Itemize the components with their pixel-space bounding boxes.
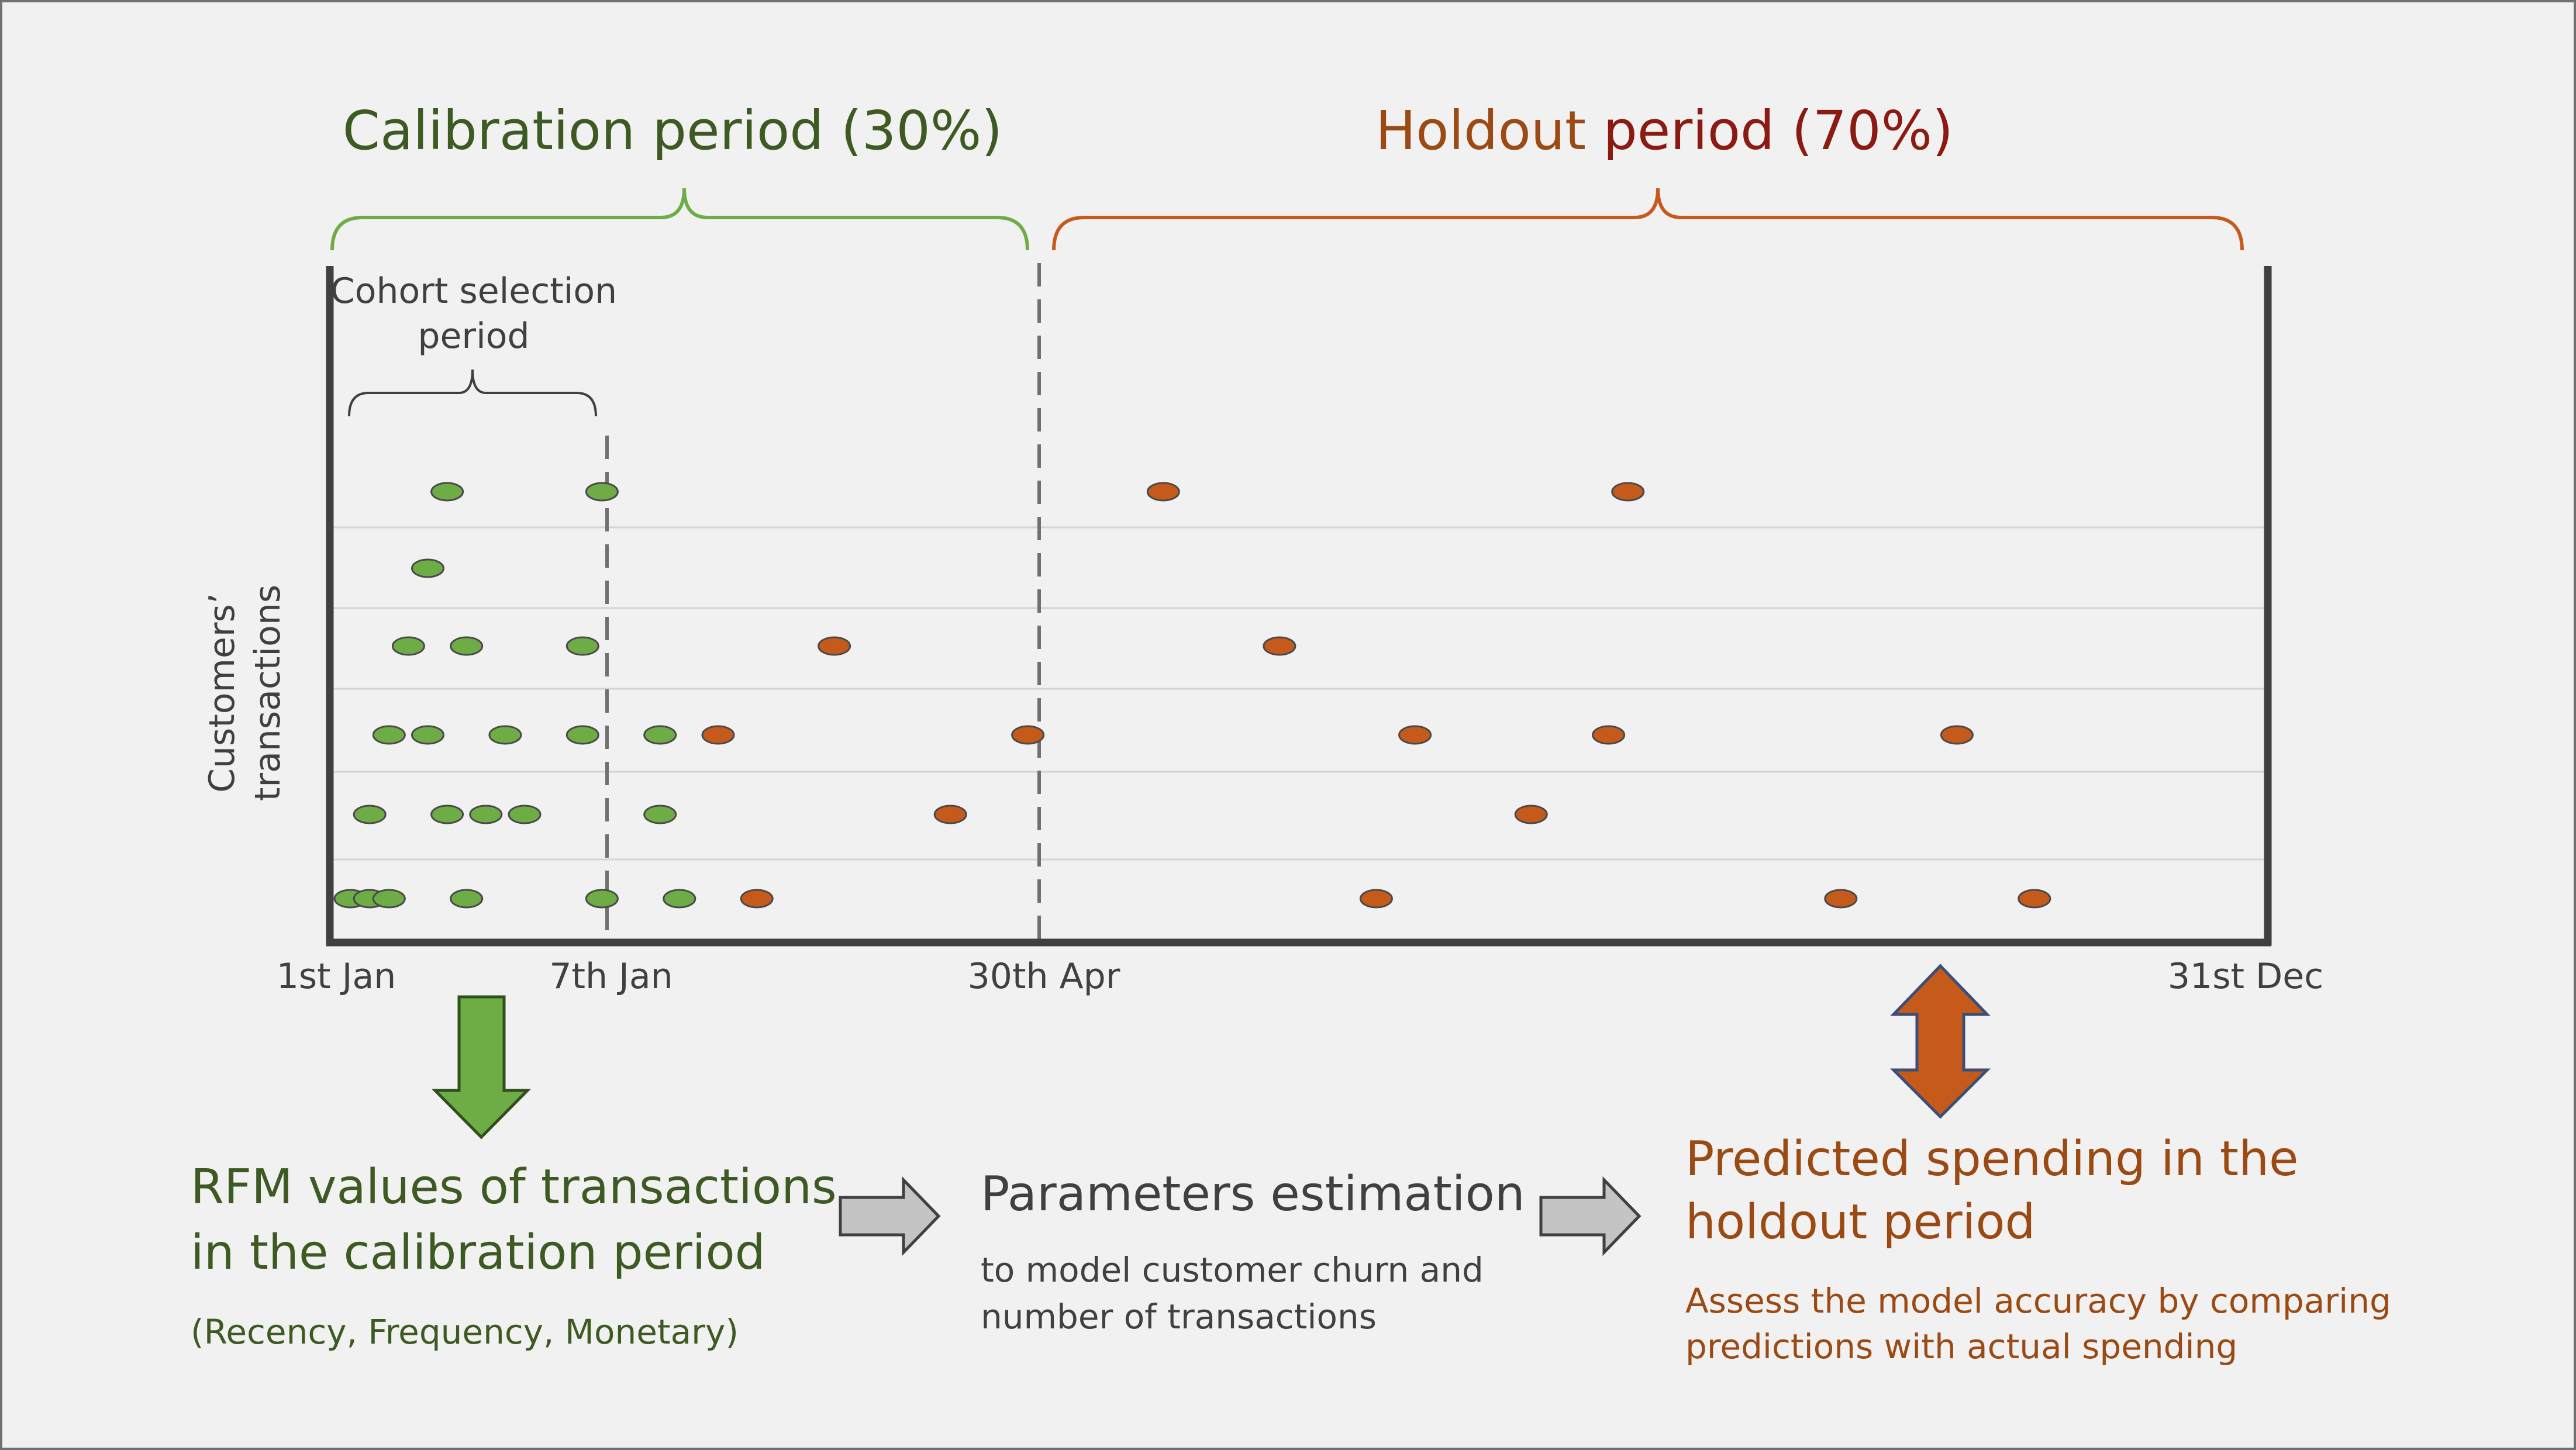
- holdout-brace: [1052, 188, 2244, 251]
- parameters-title: Parameters estimation: [981, 1166, 1525, 1222]
- calibration-transaction-dot: [585, 889, 619, 909]
- holdout-transaction-dot: [1359, 889, 1393, 909]
- y-axis-label-line1: Customers’: [202, 593, 243, 793]
- calibration-transaction-dot: [430, 805, 464, 824]
- cohort-selection-label-line2: period: [418, 316, 529, 357]
- calibration-transaction-dot: [643, 805, 677, 824]
- double-arrow-icon: [1889, 964, 1991, 1119]
- calibration-transaction-dot: [643, 725, 677, 745]
- transaction-dots: [333, 482, 2051, 909]
- rfm-subtitle: (Recency, Frequency, Monetary): [191, 1312, 739, 1352]
- right-arrow-icon: [839, 1176, 941, 1256]
- calibration-transaction-dot: [372, 889, 406, 909]
- parameters-sub-line2: number of transactions: [981, 1297, 1377, 1337]
- calibration-transaction-dot: [391, 636, 425, 656]
- holdout-transaction-dot: [1592, 725, 1626, 745]
- holdout-transaction-dot: [818, 636, 851, 656]
- rfm-title-line2: in the calibration period: [191, 1225, 765, 1280]
- calibration-transaction-dot: [411, 558, 444, 578]
- calibration-transaction-dot: [469, 805, 503, 824]
- holdout-transaction-dot: [2018, 889, 2051, 909]
- calibration-transaction-dot: [565, 636, 599, 656]
- calibration-period-title: Calibration period (30%): [343, 99, 1002, 162]
- x-tick-label: 7th Jan: [549, 956, 673, 997]
- calibration-transaction-dot: [508, 805, 542, 824]
- holdout-transaction-dot: [1824, 889, 1858, 909]
- predicted-sub-line1: Assess the model accuracy by comparing: [1685, 1281, 2391, 1321]
- holdout-transaction-dot: [1146, 482, 1180, 502]
- y-axis-label-line2: transactions: [247, 585, 288, 801]
- calibration-transaction-dot: [372, 725, 406, 745]
- holdout-transaction-dot: [740, 889, 774, 909]
- predicted-title-line2: holdout period: [1685, 1194, 2036, 1250]
- calibration-transaction-dot: [411, 725, 444, 745]
- holdout-transaction-dot: [1011, 725, 1045, 745]
- calibration-transaction-dot: [450, 889, 484, 909]
- x-tick-label: 30th Apr: [968, 956, 1120, 997]
- calibration-transaction-dot: [450, 636, 484, 656]
- gridlines: [331, 526, 2267, 861]
- holdout-title-word: Holdout: [1375, 99, 1603, 162]
- calibration-transaction-dot: [565, 725, 599, 745]
- x-tick-label: 31st Dec: [2168, 956, 2323, 997]
- calibration-transaction-dot: [353, 805, 387, 824]
- holdout-title-rest: period (70%): [1603, 99, 1953, 162]
- holdout-transaction-dot: [701, 725, 735, 745]
- down-arrow-icon: [432, 995, 531, 1140]
- predicted-sub-line2: predictions with actual spending: [1685, 1327, 2237, 1366]
- holdout-transaction-dot: [1940, 725, 1974, 745]
- holdout-transaction-dot: [1398, 725, 1432, 745]
- calibration-transaction-dot: [488, 725, 522, 745]
- predicted-title-line1: Predicted spending in the: [1685, 1131, 2299, 1187]
- calibration-transaction-dot: [663, 889, 696, 909]
- x-tick-label: 1st Jan: [277, 956, 396, 997]
- holdout-transaction-dot: [1514, 805, 1548, 824]
- calibration-brace: [330, 188, 1029, 251]
- cohort-brace: [348, 369, 597, 417]
- cohort-selection-label-line1: Cohort selection: [330, 271, 617, 312]
- holdout-transaction-dot: [933, 805, 967, 824]
- calibration-transaction-dot: [430, 482, 464, 502]
- holdout-transaction-dot: [1263, 636, 1296, 656]
- right-arrow-icon: [1539, 1176, 1642, 1256]
- holdout-transaction-dot: [1611, 482, 1645, 502]
- calibration-transaction-dot: [585, 482, 619, 502]
- parameters-sub-line1: to model customer churn and: [981, 1250, 1484, 1290]
- holdout-period-title: Holdout period (70%): [1375, 99, 1953, 162]
- rfm-title-line1: RFM values of transactions: [191, 1159, 837, 1215]
